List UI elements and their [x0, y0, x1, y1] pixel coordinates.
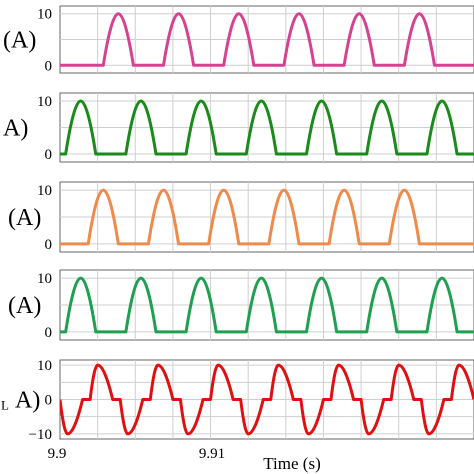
x-axis-title: Time (s) [263, 454, 320, 473]
series-line [60, 363, 474, 436]
y-tick-label: −10 [29, 427, 52, 443]
y-tick-label: 10 [37, 358, 52, 374]
x-tick-label: 9.91 [199, 446, 225, 462]
y-axis-label-prefix: L [1, 398, 9, 413]
y-tick-label: 10 [37, 7, 52, 23]
x-tick-label: 9.9 [48, 446, 67, 462]
panel-3: 10 0(A) [8, 181, 474, 253]
panel-5: 10 0 −10 L A) [1, 358, 474, 443]
y-tick-label: 10 [37, 94, 52, 110]
panel-1: 10 0 (A) [3, 5, 474, 74]
y-axis-label: (A) [8, 205, 41, 231]
series-line [60, 12, 474, 67]
y-tick-label: 0 [45, 393, 53, 409]
x-axis: 9.9 9.91 Time (s) [48, 446, 321, 473]
y-tick-label: 10 [37, 183, 52, 199]
panel-4: 10 0(A) [8, 269, 474, 341]
panel-2: 10 0 A) [3, 92, 474, 163]
series-line [60, 188, 474, 246]
y-axis-label: (A) [8, 293, 41, 319]
y-tick-label: 0 [45, 237, 53, 253]
y-tick-label: 0 [45, 147, 53, 163]
series-line [60, 276, 474, 334]
y-tick-label: 0 [45, 58, 53, 74]
y-axis-label: (A) [3, 28, 36, 54]
y-axis-label: A) [15, 388, 40, 414]
y-tick-label: 10 [37, 271, 52, 287]
series-line [60, 99, 474, 156]
y-tick-label: 0 [45, 325, 53, 341]
y-axis-label: A) [3, 116, 28, 142]
